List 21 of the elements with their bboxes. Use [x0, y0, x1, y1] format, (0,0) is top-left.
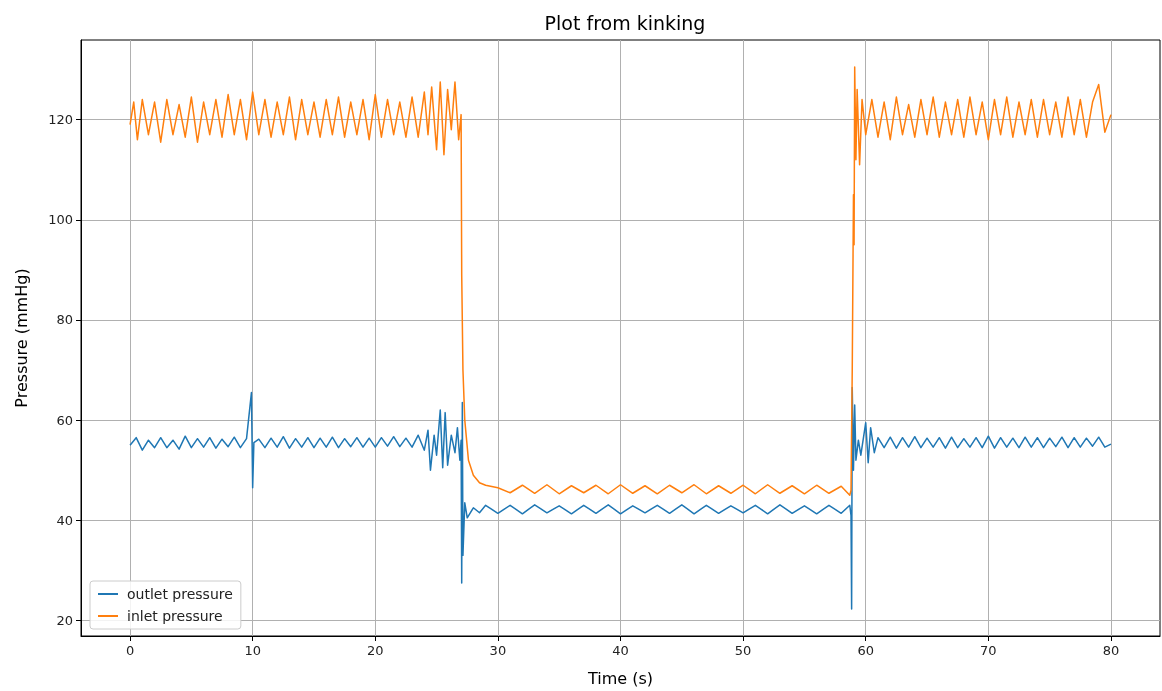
y-tick-label: 40	[56, 512, 73, 528]
x-tick-label: 0	[125, 643, 135, 658]
chart-title: Plot from kinking	[544, 11, 706, 34]
legend-label: inlet pressure	[127, 608, 223, 624]
y-axis-title: Pressure (mmHg)	[11, 268, 31, 408]
x-tick-label: 10	[244, 643, 261, 658]
x-tick-label: 80	[1102, 643, 1120, 658]
line-series	[129, 66, 1112, 497]
x-axis-title: Time (s)	[586, 668, 654, 688]
x-tick-label: 30	[489, 643, 507, 658]
x-tick-label: 70	[980, 643, 997, 658]
y-tick-label: 120	[48, 112, 73, 128]
x-tick-label: 50	[734, 643, 752, 658]
legend-label: outlet pressure	[127, 586, 233, 602]
x-tick-label: 20	[367, 643, 384, 658]
y-tick-label: 80	[56, 312, 73, 328]
y-tick-label: 100	[48, 212, 73, 228]
x-tick-label: 60	[857, 643, 874, 658]
y-tick-label: 20	[56, 612, 73, 628]
x-tick-label: 40	[612, 643, 629, 658]
y-tick-label: 60	[56, 412, 73, 428]
